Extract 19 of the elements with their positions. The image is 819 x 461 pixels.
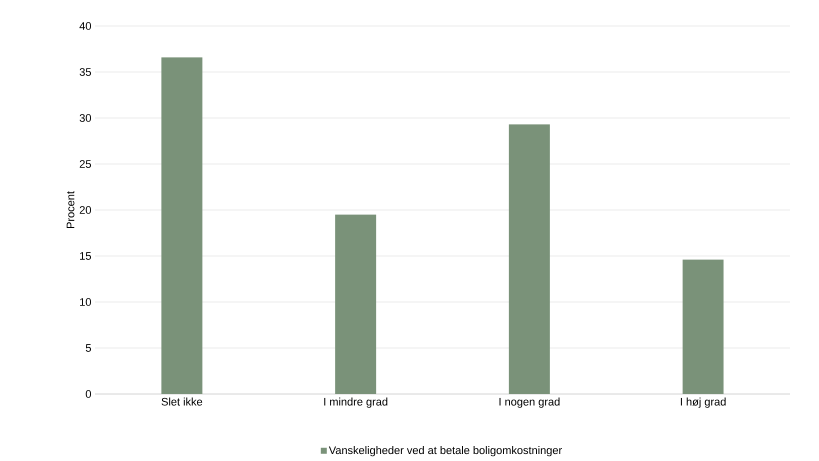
x-tick-label: I mindre grad	[324, 398, 388, 408]
bar	[508, 124, 550, 394]
y-tick-label: 40	[79, 22, 92, 30]
bar	[682, 260, 724, 394]
y-tick-label: 5	[86, 344, 91, 352]
y-tick-label: 10	[80, 298, 92, 306]
y-tick-label: 0	[86, 390, 92, 398]
y-tick-label: 25	[80, 160, 91, 168]
y-tick-label: 35	[80, 68, 91, 76]
bar	[335, 214, 376, 394]
x-tick-label: I nogen grad	[500, 398, 560, 408]
y-tick-label: 20	[80, 206, 92, 214]
legend-label: Vanskeligheder ved at betale boligomkostninger	[328, 446, 562, 456]
y-tick-label: 15	[80, 252, 91, 260]
x-tick-label: Slet ikke	[162, 398, 202, 406]
y-tick-label: 30	[80, 114, 92, 122]
bar	[161, 57, 202, 394]
y-axis-title: Procent	[66, 191, 74, 228]
x-tick-label: I høj grad	[680, 398, 726, 408]
